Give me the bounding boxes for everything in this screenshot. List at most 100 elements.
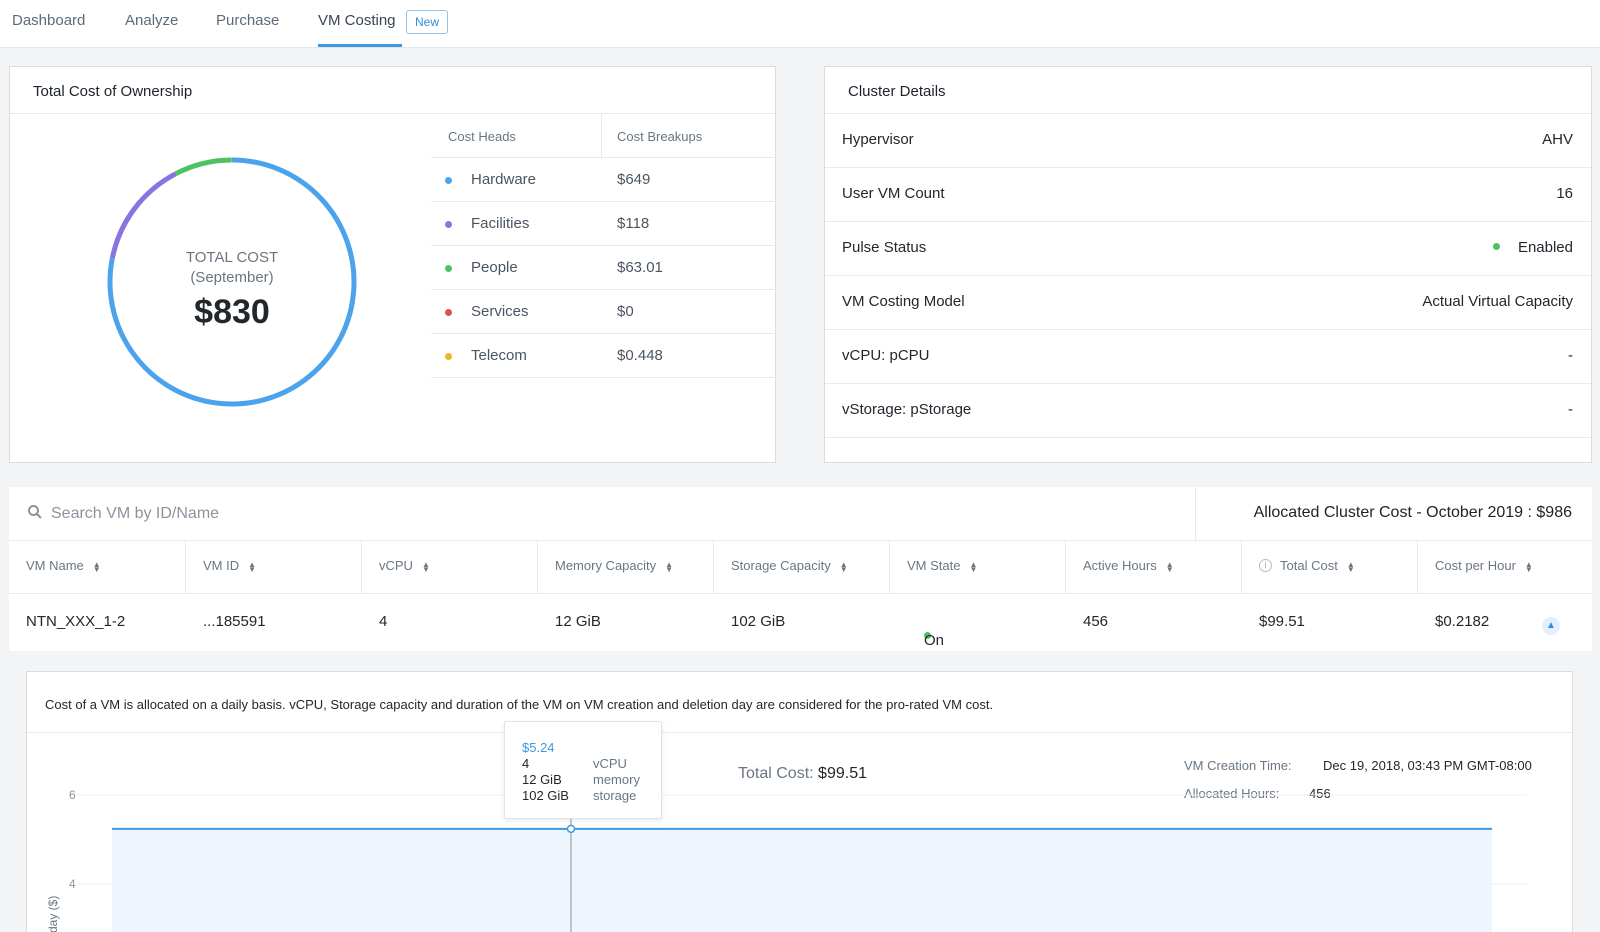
pulse-status-text: Enabled xyxy=(1517,239,1573,256)
cost-allocation-note: Cost of a VM is allocated on a daily bas… xyxy=(45,697,994,712)
cluster-label: Hypervisor xyxy=(842,131,914,148)
column-header-cost-per-hour[interactable]: Cost per Hour ▲ ▼ xyxy=(1418,541,1592,594)
sort-icon: ▲ ▼ xyxy=(248,559,257,574)
top-nav: Dashboard Analyze Purchase VM Costing Ne… xyxy=(0,0,1600,48)
donut-label-total: TOTAL COST xyxy=(185,249,279,266)
sort-icon: ▲ ▼ xyxy=(1165,559,1174,574)
active-tab-indicator xyxy=(318,44,402,47)
vm-search-box xyxy=(9,487,1195,541)
tooltip-value: 102 GiB xyxy=(522,788,569,803)
column-header-vm-state[interactable]: VM State ▲ ▼ xyxy=(890,541,1066,594)
tco-panel: Total Cost of Ownership TOTAL COST (Sept… xyxy=(9,66,777,463)
total-cost-value: $99.51 xyxy=(818,765,867,782)
hover-point[interactable] xyxy=(566,824,576,834)
search-icon xyxy=(28,505,42,519)
divider xyxy=(825,113,1591,114)
cost-head-value: $0.448 xyxy=(617,347,663,364)
column-label: Total Cost xyxy=(1280,558,1338,573)
sort-icon: ▲ ▼ xyxy=(421,559,430,574)
column-label: Storage Capacity xyxy=(731,558,831,573)
allocated-hours-value: 456 xyxy=(1309,786,1331,801)
area-fill xyxy=(112,828,1492,932)
cluster-value: Actual Virtual Capacity xyxy=(1422,293,1573,310)
cell-text: $99.51 xyxy=(1259,613,1305,630)
vm-table-section: Allocated Cluster Cost - October 2019 : … xyxy=(9,487,1592,651)
column-label: VM Name xyxy=(26,558,84,573)
cost-row-telecom: Telecom $0.448 xyxy=(431,334,777,378)
column-header-vm-name[interactable]: VM Name ▲ ▼ xyxy=(9,541,186,594)
sort-icon: ▲ ▼ xyxy=(92,559,101,574)
cell-text: NTN_XXX_1-2 xyxy=(26,613,126,630)
column-header-total-cost[interactable]: i Total Cost ▲ ▼ xyxy=(1242,541,1418,594)
donut-label-period: (September) xyxy=(190,269,274,286)
tooltip-value: 12 GiB xyxy=(522,772,562,787)
cluster-row-vm-count: User VM Count 16 xyxy=(825,168,1591,222)
header-cost-breakups: Cost Breakups xyxy=(617,129,703,144)
cluster-row-pulse-status: Pulse Status Enabled xyxy=(825,222,1591,276)
cell-text: 12 GiB xyxy=(555,613,601,630)
allocated-cluster-cost: Allocated Cluster Cost - October 2019 : … xyxy=(1195,487,1592,541)
cost-row-hardware: Hardware $649 xyxy=(431,158,777,202)
header-cost-heads: Cost Heads xyxy=(448,129,516,144)
tab-purchase[interactable]: Purchase xyxy=(216,12,280,29)
detail-total-cost: Total Cost: $99.51 xyxy=(738,765,867,783)
donut-slice-people xyxy=(174,157,232,177)
info-icon[interactable]: i xyxy=(1259,559,1272,573)
status-dot-icon xyxy=(1492,242,1500,250)
column-header-vm-id[interactable]: VM ID ▲ ▼ xyxy=(186,541,362,594)
cell-text: 456 xyxy=(1083,613,1109,630)
cluster-value: AHV xyxy=(1542,131,1573,148)
tooltip-key: storage xyxy=(593,788,637,803)
cost-row-people: People $63.01 xyxy=(431,246,777,290)
column-label: vCPU xyxy=(379,558,413,573)
cluster-label: vCPU: pCPU xyxy=(842,347,930,364)
legend-dot-icon xyxy=(445,353,452,360)
column-label: Memory Capacity xyxy=(555,558,657,573)
tab-dashboard[interactable]: Dashboard xyxy=(12,12,86,29)
tab-vm-costing[interactable]: VM Costing xyxy=(318,12,396,29)
cluster-value: - xyxy=(1568,347,1573,364)
sort-icon: ▲ ▼ xyxy=(969,559,978,574)
sort-icon: ▲ ▼ xyxy=(1524,559,1533,574)
cost-donut-chart xyxy=(107,157,357,407)
divider xyxy=(10,113,775,114)
donut-slice-hardware xyxy=(107,157,357,407)
vm-cost-detail-panel: Cost of a VM is allocated on a daily bas… xyxy=(26,671,1573,932)
column-label: Active Hours xyxy=(1083,558,1157,573)
column-label: Cost per Hour xyxy=(1435,558,1516,573)
sort-icon: ▲ ▼ xyxy=(1346,559,1355,574)
cluster-value-pulse: Enabled xyxy=(1492,239,1573,256)
allocated-cost-text: Allocated Cluster Cost - October 2019 : … xyxy=(1253,504,1572,521)
cost-table: Cost Heads Cost Breakups Hardware $649 F… xyxy=(431,113,777,378)
cost-table-header: Cost Heads Cost Breakups xyxy=(431,113,777,158)
cost-head-name: People xyxy=(471,259,518,276)
daily-cost-chart: 6 4 day ($) xyxy=(46,788,1527,932)
vm-search-input[interactable] xyxy=(51,497,751,531)
collapse-row-chevron-up-icon[interactable]: ▲ xyxy=(1542,617,1560,635)
cost-row-facilities: Facilities $118 xyxy=(431,202,777,246)
new-badge: New xyxy=(406,10,448,34)
divider xyxy=(601,113,602,158)
legend-dot-icon xyxy=(445,309,452,316)
tab-analyze[interactable]: Analyze xyxy=(125,12,179,29)
cluster-label: VM Costing Model xyxy=(842,293,965,310)
column-header-vcpu[interactable]: vCPU ▲ ▼ xyxy=(362,541,538,594)
cost-head-name: Services xyxy=(471,303,529,320)
cost-head-value: $63.01 xyxy=(617,259,663,276)
total-cost-label: Total Cost: xyxy=(738,765,814,782)
cell-text: ...185591 xyxy=(203,613,266,630)
cluster-details-panel: Cluster Details Hypervisor AHV User VM C… xyxy=(824,66,1592,463)
donut-total-value: $830 xyxy=(194,293,270,331)
cost-row-services: Services $0 xyxy=(431,290,777,334)
legend-dot-icon xyxy=(445,265,452,272)
cluster-row-costing-model: VM Costing Model Actual Virtual Capacity xyxy=(825,276,1591,330)
column-header-active-hours[interactable]: Active Hours ▲ ▼ xyxy=(1066,541,1242,594)
column-header-storage[interactable]: Storage Capacity ▲ ▼ xyxy=(714,541,890,594)
sort-icon: ▲ ▼ xyxy=(665,559,674,574)
creation-time-value: Dec 19, 2018, 03:43 PM GMT-08:00 xyxy=(1323,758,1532,773)
cost-head-name: Facilities xyxy=(471,215,530,232)
cluster-title: Cluster Details xyxy=(848,83,946,100)
cost-head-value: $649 xyxy=(617,171,651,188)
chart-tooltip: $5.24 4 vCPU 12 GiB memory 102 GiB stora… xyxy=(504,721,662,819)
column-header-memory[interactable]: Memory Capacity ▲ ▼ xyxy=(538,541,714,594)
